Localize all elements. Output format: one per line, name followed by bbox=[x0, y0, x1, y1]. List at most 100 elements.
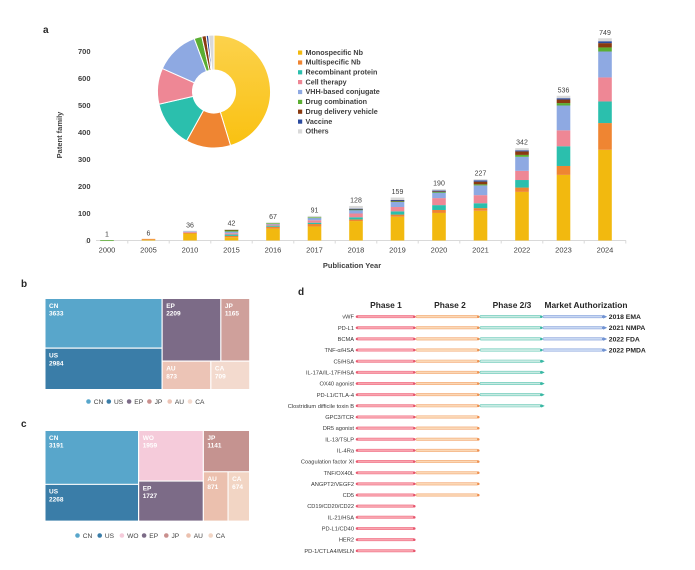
svg-text:2023: 2023 bbox=[555, 246, 572, 255]
svg-text:a: a bbox=[43, 25, 49, 36]
svg-text:vWF: vWF bbox=[342, 315, 354, 321]
svg-text:IL-17A/IL-17F/HSA: IL-17A/IL-17F/HSA bbox=[306, 370, 354, 376]
svg-text:42: 42 bbox=[228, 221, 236, 228]
svg-text:US: US bbox=[49, 489, 59, 496]
svg-text:2022 PMDA: 2022 PMDA bbox=[609, 347, 646, 354]
svg-text:91: 91 bbox=[311, 207, 319, 214]
svg-text:Phase 2/3: Phase 2/3 bbox=[493, 300, 532, 310]
svg-text:EP: EP bbox=[149, 533, 158, 540]
svg-text:JP: JP bbox=[225, 303, 234, 310]
svg-text:CA: CA bbox=[216, 533, 226, 540]
svg-text:2209: 2209 bbox=[166, 311, 181, 318]
svg-text:Clostridium difficile toxin B: Clostridium difficile toxin B bbox=[288, 404, 354, 410]
svg-text:JP: JP bbox=[172, 533, 180, 540]
svg-text:749: 749 bbox=[599, 30, 611, 37]
svg-text:BCMA: BCMA bbox=[338, 337, 355, 343]
svg-text:PD-L1/CTLA-4: PD-L1/CTLA-4 bbox=[317, 393, 354, 399]
svg-text:674: 674 bbox=[232, 484, 243, 491]
svg-text:d: d bbox=[298, 287, 304, 298]
svg-text:CN: CN bbox=[94, 399, 104, 406]
svg-text:536: 536 bbox=[558, 87, 570, 94]
svg-text:PD-L1: PD-L1 bbox=[338, 326, 354, 332]
svg-text:CA: CA bbox=[215, 366, 225, 373]
svg-text:PD-1/CTLA4/MSLN: PD-1/CTLA4/MSLN bbox=[304, 549, 354, 555]
svg-text:US: US bbox=[114, 399, 124, 406]
svg-text:2268: 2268 bbox=[49, 497, 64, 504]
svg-text:Phase 2: Phase 2 bbox=[434, 300, 466, 310]
svg-text:500: 500 bbox=[78, 101, 91, 110]
svg-text:CD5: CD5 bbox=[343, 493, 354, 499]
svg-text:WO: WO bbox=[127, 533, 138, 540]
svg-text:Cell therapy: Cell therapy bbox=[306, 77, 347, 86]
svg-text:Coagulation factor XI: Coagulation factor XI bbox=[301, 460, 355, 466]
svg-text:1: 1 bbox=[105, 232, 109, 239]
svg-text:AU: AU bbox=[175, 399, 184, 406]
svg-text:1141: 1141 bbox=[207, 443, 221, 450]
svg-text:CA: CA bbox=[195, 399, 205, 406]
svg-text:CN: CN bbox=[49, 435, 59, 442]
svg-text:3191: 3191 bbox=[49, 443, 64, 450]
svg-text:Publication Year: Publication Year bbox=[323, 261, 381, 270]
svg-text:AU: AU bbox=[166, 366, 176, 373]
svg-text:2022 FDA: 2022 FDA bbox=[609, 336, 640, 343]
svg-text:CN: CN bbox=[83, 533, 93, 540]
svg-text:600: 600 bbox=[78, 74, 91, 83]
svg-text:1959: 1959 bbox=[143, 443, 158, 450]
svg-text:2018 EMA: 2018 EMA bbox=[609, 314, 641, 321]
svg-text:EP: EP bbox=[143, 485, 152, 492]
svg-text:100: 100 bbox=[78, 209, 91, 218]
svg-text:US: US bbox=[49, 353, 59, 360]
svg-text:2024: 2024 bbox=[597, 246, 614, 255]
svg-text:2021: 2021 bbox=[472, 246, 489, 255]
svg-text:1165: 1165 bbox=[225, 311, 239, 318]
svg-text:AU: AU bbox=[207, 476, 217, 483]
svg-text:36: 36 bbox=[186, 222, 194, 229]
svg-text:2984: 2984 bbox=[49, 360, 64, 367]
svg-text:2020: 2020 bbox=[431, 246, 448, 255]
svg-text:DR5 agonist: DR5 agonist bbox=[323, 426, 355, 432]
svg-text:700: 700 bbox=[78, 47, 91, 56]
svg-text:Others: Others bbox=[306, 127, 329, 136]
svg-text:JP: JP bbox=[155, 399, 163, 406]
svg-text:2018: 2018 bbox=[348, 246, 365, 255]
svg-text:709: 709 bbox=[215, 373, 226, 380]
svg-text:OX40 agonist: OX40 agonist bbox=[320, 382, 355, 388]
svg-text:128: 128 bbox=[350, 197, 362, 204]
svg-text:3633: 3633 bbox=[49, 311, 64, 318]
svg-text:Vaccine: Vaccine bbox=[306, 117, 333, 126]
svg-text:2022: 2022 bbox=[514, 246, 531, 255]
svg-text:871: 871 bbox=[207, 484, 218, 491]
svg-text:c: c bbox=[21, 419, 27, 430]
svg-text:IL-13/TSLP: IL-13/TSLP bbox=[325, 437, 354, 443]
svg-text:Patent family: Patent family bbox=[55, 111, 64, 159]
svg-text:1727: 1727 bbox=[143, 493, 158, 500]
svg-text:HER2: HER2 bbox=[339, 538, 354, 544]
svg-text:2005: 2005 bbox=[140, 246, 157, 255]
svg-text:2015: 2015 bbox=[223, 246, 240, 255]
svg-text:0: 0 bbox=[86, 236, 90, 245]
svg-text:CA: CA bbox=[232, 476, 242, 483]
svg-text:Market Authorization: Market Authorization bbox=[545, 300, 628, 310]
svg-text:IL-4Ra: IL-4Ra bbox=[337, 449, 355, 455]
svg-text:CD19/CD20/CD22: CD19/CD20/CD22 bbox=[307, 504, 354, 510]
svg-text:ANGPT2/VEGF2: ANGPT2/VEGF2 bbox=[311, 482, 354, 488]
svg-text:2016: 2016 bbox=[265, 246, 282, 255]
svg-text:JP: JP bbox=[207, 435, 216, 442]
svg-text:VHH-based conjugate: VHH-based conjugate bbox=[306, 87, 380, 96]
svg-text:190: 190 bbox=[433, 181, 445, 188]
svg-text:2021 NMPA: 2021 NMPA bbox=[609, 325, 646, 332]
svg-text:AU: AU bbox=[194, 533, 203, 540]
svg-text:IL-21/HSA: IL-21/HSA bbox=[328, 515, 354, 521]
svg-text:TNF/OX40L: TNF/OX40L bbox=[324, 471, 354, 477]
svg-text:CN: CN bbox=[49, 303, 59, 310]
svg-text:6: 6 bbox=[147, 230, 151, 237]
svg-text:342: 342 bbox=[516, 140, 528, 147]
svg-text:C5/HSA: C5/HSA bbox=[333, 359, 354, 365]
svg-text:PD-L1/CD40: PD-L1/CD40 bbox=[322, 527, 354, 533]
svg-text:US: US bbox=[105, 533, 115, 540]
svg-text:EP: EP bbox=[166, 303, 175, 310]
svg-text:TNF-α/HSA: TNF-α/HSA bbox=[324, 348, 354, 354]
svg-text:300: 300 bbox=[78, 155, 91, 164]
svg-text:b: b bbox=[21, 279, 27, 290]
svg-text:400: 400 bbox=[78, 128, 91, 137]
